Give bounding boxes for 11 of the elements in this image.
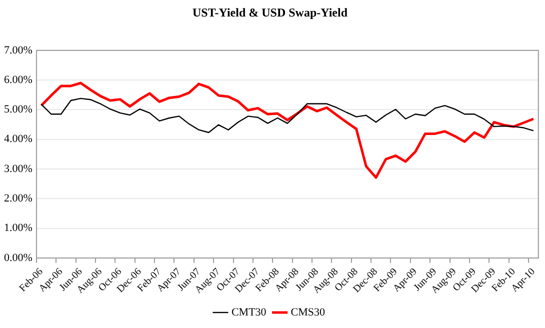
legend-label: CMS30 <box>290 306 326 318</box>
y-tick-label: 3.00% <box>4 162 32 175</box>
y-tick-label: 1.00% <box>4 222 32 234</box>
y-tick-label: 5.00% <box>4 104 32 116</box>
y-tick-label: 0.00% <box>4 252 32 264</box>
y-tick-label: 2.00% <box>4 192 32 205</box>
legend-label: CMT30 <box>231 306 267 318</box>
chart-title: UST-Yield & USD Swap-Yield <box>192 5 348 20</box>
y-tick-label: 7.00% <box>4 44 32 56</box>
y-tick-label: 4.00% <box>4 133 32 146</box>
y-tick-label: 6.00% <box>4 74 32 86</box>
